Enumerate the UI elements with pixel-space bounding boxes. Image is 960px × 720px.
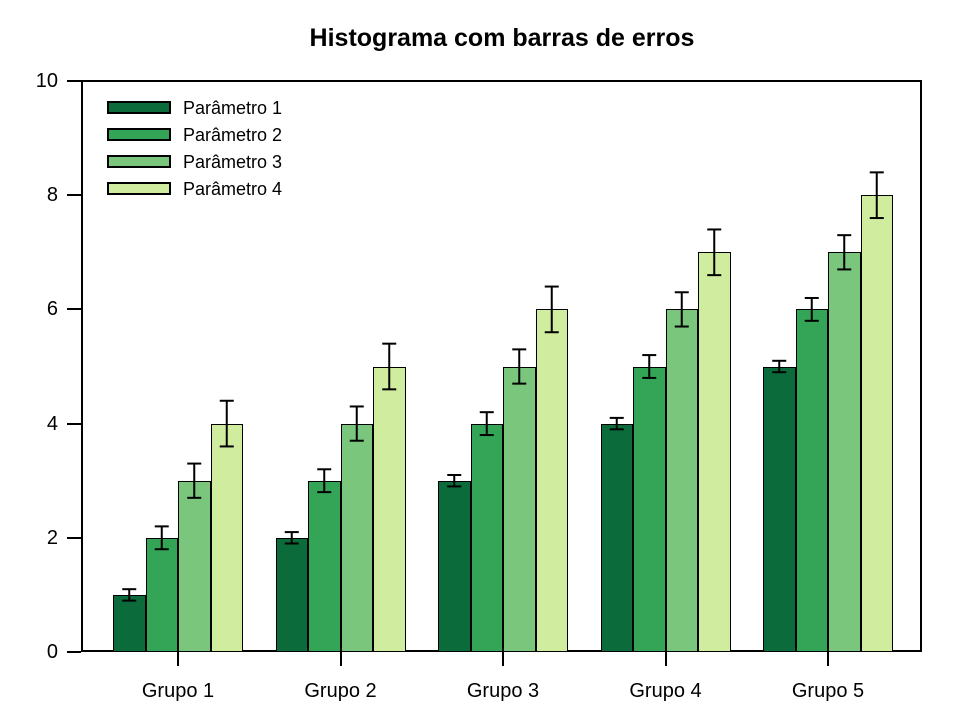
chart-title: Histograma com barras de erros [309,24,695,52]
x-axis-tick [177,652,179,666]
legend-swatch [107,101,171,114]
bar-s3-g2 [340,423,373,652]
bar-s1-g1 [113,594,146,652]
y-axis-tick-label: 6 [46,298,58,321]
y-axis-tick [67,422,81,425]
bar-s2-g3 [470,423,503,652]
bar-s4-g1 [210,423,243,652]
y-axis-tick-label: 4 [46,412,58,435]
legend-label: Parâmetro 3 [183,151,283,172]
y-axis-tick [67,194,81,197]
legend-swatch [107,155,171,168]
bar-s4-g2 [373,366,406,652]
bar-s4-g4 [698,252,731,652]
legend-label: Parâmetro 1 [183,97,283,118]
y-axis-tick-label: 2 [46,526,58,549]
x-axis-tick [339,652,342,666]
bar-s1-g3 [438,480,471,652]
legend-label: Parâmetro 2 [183,124,283,145]
x-axis-tick-label: Grupo 4 [629,680,702,702]
legend-swatch [107,182,171,195]
y-axis-tick-label: 0 [46,641,58,663]
x-axis-tick [827,652,829,666]
x-axis-tick-label: Grupo 2 [304,680,377,702]
bar-s3-g4 [665,309,698,652]
x-axis-tick [664,652,667,666]
y-axis-tick [67,651,81,653]
x-axis-tick-label: Grupo 1 [141,680,215,702]
y-axis-tick-label: 8 [46,184,58,207]
bar-s1-g4 [600,423,633,652]
bar-s2-g5 [795,309,828,652]
bar-s2-g1 [145,537,178,652]
x-axis-tick-label: Grupo 5 [791,680,865,702]
bar-s2-g4 [633,366,666,652]
bar-s3-g1 [178,480,211,652]
bar-s4-g3 [535,309,568,652]
y-axis-tick [67,80,81,82]
x-axis-tick [502,652,504,666]
legend-swatch [107,128,171,141]
bar-s1-g5 [763,366,796,652]
bar-s1-g2 [275,537,308,652]
x-axis-tick-label: Grupo 3 [466,680,540,702]
legend-label: Parâmetro 4 [183,178,283,199]
bar-s3-g5 [828,252,861,652]
bar-s3-g3 [503,366,536,652]
bar-s2-g2 [308,480,341,652]
y-axis-tick-label: 10 [35,70,58,92]
bar-s4-g5 [860,195,893,652]
y-axis-tick [67,308,81,311]
y-axis-tick [67,536,81,539]
